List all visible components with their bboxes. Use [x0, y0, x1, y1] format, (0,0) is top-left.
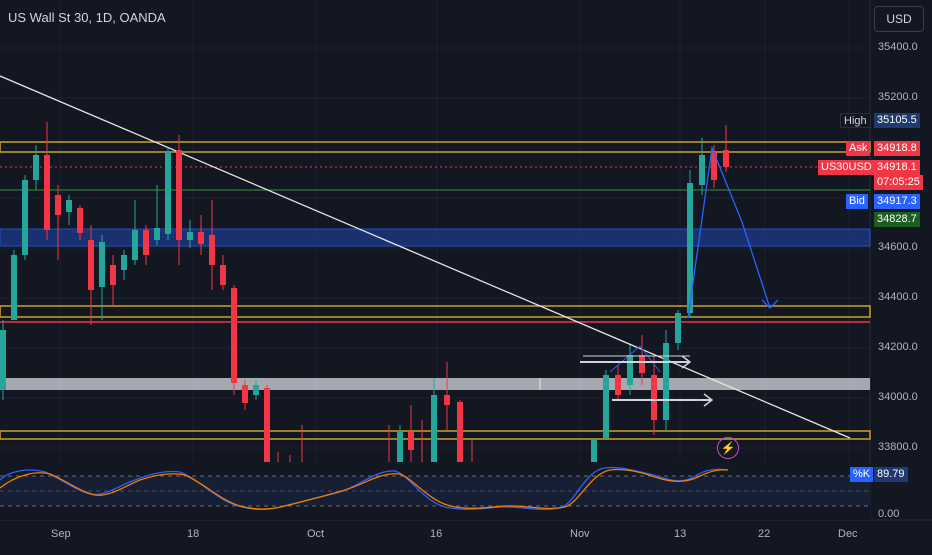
d-line [0, 468, 729, 510]
bid-tag-label: Bid [846, 194, 868, 209]
time-label: 22 [758, 528, 771, 540]
price-label: 34000.0 [878, 391, 918, 403]
price-label: 34200.0 [878, 341, 918, 353]
time-label: Nov [570, 528, 590, 540]
time-label: Dec [838, 528, 858, 540]
currency-button[interactable]: USD [874, 6, 924, 32]
last-price-tag: 34918.1 [874, 160, 920, 175]
high-tag-label: High [840, 113, 871, 128]
countdown-tag: 07:05:25 [874, 175, 923, 190]
time-label: 18 [187, 528, 200, 540]
high-tag-value: 35105.5 [874, 113, 920, 128]
symbol-tag: US30USD [818, 160, 875, 175]
oscillator-pane [0, 462, 870, 520]
bid-tag-value: 34917.3 [874, 194, 920, 209]
time-label: Oct [307, 528, 325, 540]
time-label: 13 [674, 528, 687, 540]
k-line [0, 466, 729, 511]
price-label: 35200.0 [878, 91, 918, 103]
price-label: 34600.0 [878, 241, 918, 253]
gray-zone [0, 378, 870, 390]
ask-tag-label: Ask [846, 141, 871, 156]
lightning-icon[interactable]: ⚡ [717, 437, 739, 459]
oscillator-scale-label: 0.00 [878, 508, 900, 520]
ask-tag-value: 34918.8 [874, 141, 920, 156]
blue-zone [0, 228, 871, 247]
time-label: Sep [51, 528, 71, 540]
price-label: 34400.0 [878, 291, 918, 303]
candles [0, 122, 729, 462]
green-level-tag: 34828.7 [874, 212, 920, 227]
price-label: 33800.0 [878, 441, 918, 453]
oscillator-name-tag: %K [850, 467, 874, 482]
chart-title: US Wall St 30, 1D, OANDA [8, 10, 166, 25]
time-label: 16 [430, 528, 443, 540]
price-label: 35400.0 [878, 41, 918, 53]
resistance-zone-top [0, 141, 871, 153]
oscillator-value-tag: 89.79 [874, 467, 908, 482]
projection-arrows [580, 145, 779, 407]
support-zone-mid [0, 305, 871, 318]
descending-trendline [0, 75, 851, 439]
